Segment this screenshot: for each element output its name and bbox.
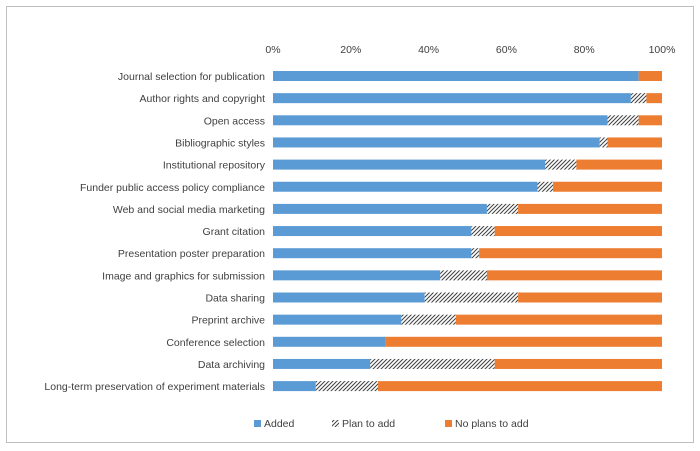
bar-segment-no-plans-to-add (638, 115, 662, 126)
bar-segment-plan-to-add (599, 137, 608, 148)
bar-segment-added (273, 159, 546, 170)
category-label: Web and social media marketing (113, 204, 265, 216)
bar-segment-plan-to-add (486, 203, 519, 214)
x-tick-label: 100% (649, 44, 676, 56)
legend-swatch (332, 420, 339, 427)
bar-segment-plan-to-add (370, 358, 495, 369)
category-label: Conference selection (166, 337, 265, 349)
bar-segment-plan-to-add (607, 115, 639, 126)
category-label: Preprint archive (191, 315, 265, 327)
bar-segment-plan-to-add (424, 292, 519, 303)
bar-segment-plan-to-add (401, 314, 456, 325)
bar-segment-plan-to-add (545, 159, 577, 170)
x-tick-label: 0% (265, 44, 280, 56)
bar-segment-added (273, 248, 472, 259)
bar-segment-plan-to-add (315, 381, 379, 392)
bar-segment-no-plans-to-add (455, 314, 662, 325)
category-label: Presentation poster preparation (118, 248, 265, 260)
category-label: Open access (204, 115, 265, 127)
bar-segment-added (273, 71, 639, 81)
bar-segment-added (273, 292, 425, 303)
bar-segment-added (273, 203, 487, 214)
bar-segment-added (273, 336, 386, 347)
category-labels: Journal selection for publication Author … (44, 71, 265, 393)
x-tick-label: 20% (340, 44, 361, 56)
bar-segment-no-plans-to-add (378, 381, 662, 392)
bar-segment-added (273, 93, 631, 104)
legend-label: Plan to add (342, 418, 395, 430)
chart-frame: 0% 20% 40% 60% 80% 100% Journal selection for… (6, 6, 694, 443)
bar-segment-added (273, 270, 441, 281)
category-label: Journal selection for publication (118, 71, 265, 83)
legend-swatch (445, 420, 452, 427)
category-label: Long-term preservation of experiment mat… (44, 381, 265, 393)
category-label: Author rights and copyright (140, 93, 266, 105)
bar-segment-no-plans-to-add (607, 137, 662, 148)
bar-segment-added (273, 381, 316, 392)
bar-segment-plan-to-add (537, 181, 554, 192)
legend-swatch (254, 420, 261, 427)
bar-segment-no-plans-to-add (494, 226, 662, 237)
bar-segment-no-plans-to-add (479, 248, 662, 259)
bar-segment-no-plans-to-add (576, 159, 662, 170)
category-label: Grant citation (203, 226, 266, 238)
bar-segment-added (273, 115, 608, 126)
x-tick-label: 80% (574, 44, 595, 56)
legend: Added Plan to add No plans to add (254, 418, 529, 430)
x-axis-ticks: 0% 20% 40% 60% 80% 100% (265, 44, 675, 56)
bar-segment-plan-to-add (471, 248, 480, 259)
bar-segment-no-plans-to-add (385, 336, 662, 347)
bar-segment-no-plans-to-add (518, 292, 662, 303)
bar-segment-added (273, 358, 371, 369)
bar-segment-no-plans-to-add (494, 358, 662, 369)
category-label: Image and graphics for submission (102, 270, 265, 282)
bar-segment-plan-to-add (471, 226, 495, 237)
legend-label: Added (264, 418, 295, 430)
bar-segment-no-plans-to-add (518, 203, 662, 214)
bars (273, 71, 662, 392)
legend-label: No plans to add (455, 418, 529, 430)
category-label: Funder public access policy compliance (80, 182, 265, 194)
bar-segment-plan-to-add (440, 270, 487, 281)
x-tick-label: 60% (496, 44, 517, 56)
category-label: Data archiving (198, 359, 265, 371)
bar-segment-no-plans-to-add (553, 181, 662, 192)
x-tick-label: 40% (418, 44, 439, 56)
bar-segment-added (273, 137, 600, 148)
bar-segment-no-plans-to-add (646, 93, 662, 104)
bar-segment-added (273, 181, 538, 192)
bar-segment-added (273, 314, 402, 325)
category-label: Institutional repository (163, 160, 266, 172)
category-label: Bibliographic styles (175, 137, 265, 149)
category-label: Data sharing (205, 293, 265, 305)
bar-segment-no-plans-to-add (486, 270, 662, 281)
bar-segment-no-plans-to-add (638, 71, 662, 81)
stacked-bar-chart: 0% 20% 40% 60% 80% 100% Journal selection for… (44, 44, 675, 430)
bar-segment-plan-to-add (630, 93, 647, 104)
bar-segment-added (273, 226, 472, 237)
